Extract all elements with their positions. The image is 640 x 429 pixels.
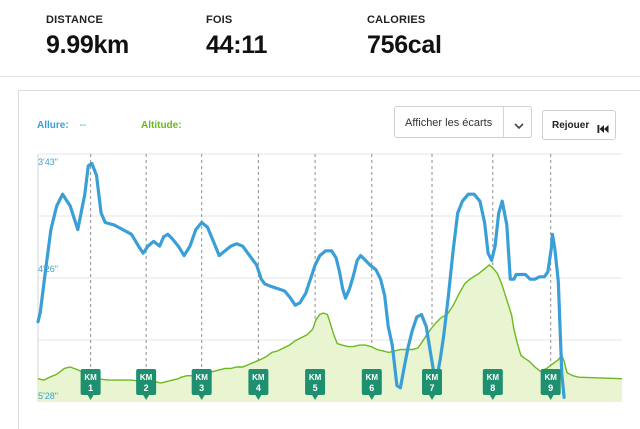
km-marker: KM3 [191, 369, 212, 400]
stat-label: FOIS [206, 14, 233, 26]
km-marker-badge [191, 369, 212, 395]
km-marker-badge [305, 369, 326, 395]
km-marker-label: KM [544, 373, 557, 382]
km-marker-number: 4 [256, 383, 261, 393]
deviation-dropdown[interactable]: Afficher les écarts [394, 106, 532, 138]
stat-distance: DISTANCE 9.99km [46, 14, 129, 60]
km-marker: KM5 [305, 369, 326, 400]
run-summary: DISTANCE 9.99km FOIS 44:11 CALORIES 756c… [0, 0, 640, 76]
km-marker-pointer [547, 395, 554, 400]
km-marker-number: 7 [430, 383, 435, 393]
km-marker: KM9 [540, 369, 561, 400]
km-marker-label: KM [309, 373, 322, 382]
legend-altitude-label: Altitude: [141, 120, 182, 131]
km-marker-pointer [312, 395, 319, 400]
km-marker-pointer [368, 395, 375, 400]
altitude-area [38, 264, 622, 402]
km-marker-badge [482, 369, 503, 395]
km-marker: KM2 [136, 369, 157, 400]
altitude-line [37, 263, 623, 384]
km-marker-number: 5 [313, 383, 318, 393]
stat-time: FOIS 44:11 [206, 14, 267, 60]
km-marker: KM8 [482, 369, 503, 400]
stat-label: DISTANCE [46, 14, 104, 26]
km-marker-pointer [489, 395, 496, 400]
km-marker-badge [422, 369, 443, 395]
dropdown-selected-value: Afficher les écarts [405, 117, 493, 129]
chevron-down-icon [513, 118, 525, 136]
legend-pace-label: Allure: [37, 120, 69, 131]
section-divider [0, 76, 640, 77]
dropdown-divider [503, 107, 504, 137]
km-marker-number: 2 [144, 383, 149, 393]
km-marker-badge [361, 369, 382, 395]
km-marker-label: KM [252, 373, 265, 382]
stat-value: 756cal [367, 31, 442, 59]
km-marker-pointer [198, 395, 205, 400]
stat-label: CALORIES [367, 14, 426, 26]
km-marker-number: 3 [199, 383, 204, 393]
km-marker-pointer [143, 395, 150, 400]
replay-button-label: Rejouer [552, 120, 590, 131]
km-marker-badge [80, 369, 101, 395]
y-tick-label: 3'43" [38, 157, 58, 167]
km-marker-badge [248, 369, 269, 395]
km-marker-number: 1 [88, 383, 93, 393]
km-marker-label: KM [366, 373, 379, 382]
km-marker-badge [136, 369, 157, 395]
stat-calories: CALORIES 756cal [367, 14, 442, 60]
km-marker-number: 6 [369, 383, 374, 393]
km-marker-label: KM [426, 373, 439, 382]
stat-value: 44:11 [206, 31, 268, 59]
pace-line [36, 161, 566, 399]
km-marker: KM6 [361, 369, 382, 400]
replay-button[interactable]: Rejouer [542, 110, 616, 140]
y-tick-label: 4'26" [38, 264, 58, 274]
km-marker-label: KM [487, 373, 500, 382]
legend-altitude: Altitude: [141, 120, 182, 131]
km-marker: KM4 [248, 369, 269, 400]
km-marker-number: 9 [548, 383, 553, 393]
legend-pace-value: -- [79, 120, 87, 131]
km-marker-pointer [87, 395, 94, 400]
km-marker-pointer [429, 395, 436, 400]
legend-pace: Allure: -- [37, 120, 86, 131]
km-marker: KM7 [422, 369, 443, 400]
km-marker: KM1 [80, 369, 101, 400]
km-marker-label: KM [84, 373, 97, 382]
km-marker-pointer [255, 395, 262, 400]
km-marker-label: KM [195, 373, 208, 382]
km-marker-badge [540, 369, 561, 395]
y-tick-label: 5'28" [38, 391, 58, 401]
km-marker-label: KM [140, 373, 153, 382]
rewind-to-start-icon [597, 121, 609, 139]
km-marker-number: 8 [490, 383, 495, 393]
stat-value: 9.99km [46, 31, 129, 59]
